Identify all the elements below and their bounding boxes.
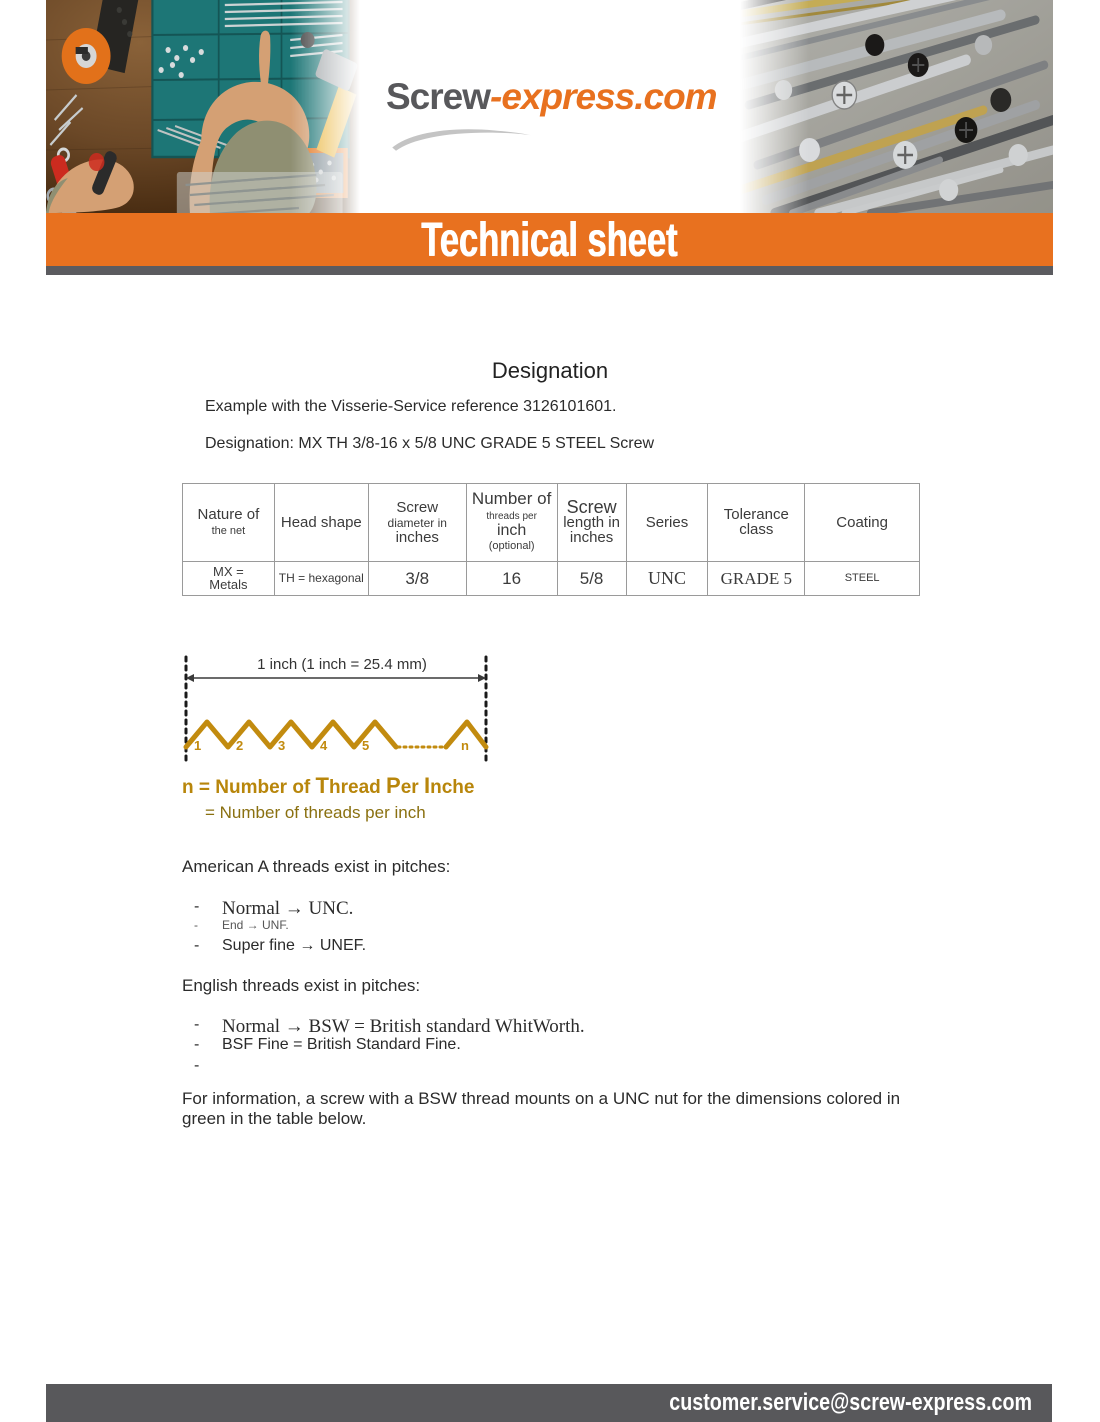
svg-text:5: 5 — [362, 738, 369, 753]
svg-text:3: 3 — [278, 738, 285, 753]
svg-text:1: 1 — [194, 738, 201, 753]
svg-text:4: 4 — [320, 738, 328, 753]
svg-text:2: 2 — [236, 738, 243, 753]
svg-text:1 inch (1 inch = 25.4 mm): 1 inch (1 inch = 25.4 mm) — [257, 656, 427, 673]
svg-text:n: n — [461, 738, 469, 753]
